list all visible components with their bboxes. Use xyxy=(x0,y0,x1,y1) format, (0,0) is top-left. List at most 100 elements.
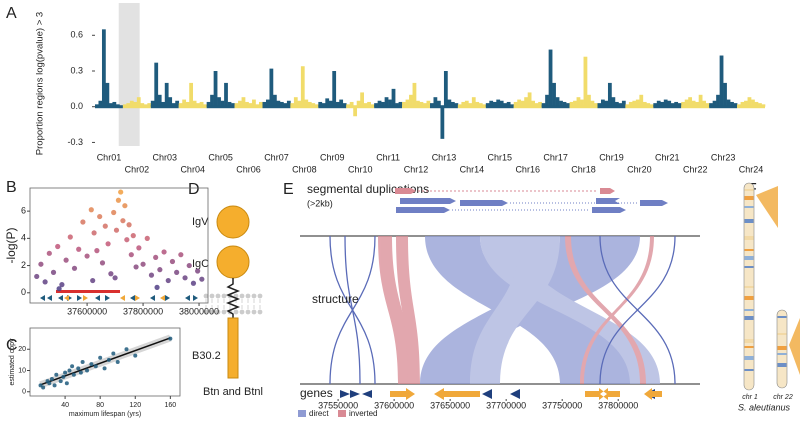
chrom-band xyxy=(744,219,754,223)
point xyxy=(169,258,176,265)
bar xyxy=(576,97,581,107)
bar xyxy=(632,100,637,107)
point xyxy=(178,252,184,258)
bar xyxy=(105,82,110,107)
chrom-band xyxy=(777,353,787,355)
bar xyxy=(541,103,546,107)
bar xyxy=(499,100,504,107)
bar xyxy=(744,100,748,107)
y-tick-label: 10 xyxy=(18,367,26,374)
bar xyxy=(719,55,724,107)
bar xyxy=(621,100,626,107)
legend-swatch xyxy=(298,410,306,417)
bar xyxy=(224,82,228,107)
chrom-band xyxy=(777,346,787,350)
bar xyxy=(534,103,539,107)
bar xyxy=(328,100,333,107)
bar xyxy=(573,100,577,107)
bar xyxy=(293,97,298,107)
bar xyxy=(178,103,183,107)
bar xyxy=(611,97,616,107)
legend-label: inverted xyxy=(349,409,377,418)
point xyxy=(153,254,159,261)
segmental-duplications xyxy=(395,188,668,213)
bar xyxy=(129,100,134,107)
lipid-head xyxy=(251,309,257,315)
bar xyxy=(545,94,549,107)
y-tick-label: 20 xyxy=(18,346,26,353)
lipid-head xyxy=(203,309,209,315)
x-tick-label: Chr14 xyxy=(460,164,485,174)
point xyxy=(186,262,192,269)
bar xyxy=(398,101,403,107)
bar xyxy=(262,101,267,107)
bar xyxy=(440,106,445,139)
point xyxy=(80,219,86,225)
x-tick-label: Chr11 xyxy=(376,152,400,162)
bar xyxy=(604,100,609,107)
point xyxy=(120,218,126,224)
bar xyxy=(279,101,284,107)
bar xyxy=(311,103,316,107)
x-tick-label: Chr13 xyxy=(432,152,457,162)
chrom-label: chr 22 xyxy=(773,394,793,401)
baseline-segment xyxy=(597,105,626,109)
point xyxy=(58,379,63,384)
point xyxy=(115,360,120,364)
bar xyxy=(349,101,354,107)
y-tick-label: 0 xyxy=(21,287,26,297)
chrom-band xyxy=(777,376,787,378)
point xyxy=(113,227,120,233)
baseline-segment xyxy=(709,105,738,109)
baseline-segment xyxy=(206,105,235,109)
chrom-band xyxy=(744,206,754,208)
point xyxy=(124,347,129,352)
bar xyxy=(231,103,235,107)
bar xyxy=(594,103,598,107)
point xyxy=(126,222,132,228)
bar xyxy=(217,97,221,107)
bar xyxy=(213,71,218,107)
chrom-band xyxy=(777,316,787,318)
bar xyxy=(436,100,441,107)
x-tick-label: 37700000 xyxy=(486,400,526,410)
point xyxy=(99,260,106,266)
bar xyxy=(583,56,588,107)
point xyxy=(91,230,97,236)
bar xyxy=(695,101,699,107)
bar xyxy=(112,101,117,107)
bar xyxy=(478,103,483,107)
bar xyxy=(716,94,720,107)
ribbon-direct xyxy=(470,236,560,384)
bar xyxy=(663,99,668,107)
lipid-head xyxy=(239,309,245,315)
bar xyxy=(245,101,249,107)
bar xyxy=(607,82,612,107)
chrom-band xyxy=(777,323,787,327)
point xyxy=(89,362,94,367)
bar xyxy=(733,103,738,107)
genes-e xyxy=(340,388,662,400)
point xyxy=(144,235,150,241)
structure-ribbons xyxy=(378,236,660,384)
bar xyxy=(524,97,529,107)
bar xyxy=(402,101,406,107)
lipid-head xyxy=(257,293,263,299)
highlight xyxy=(118,3,140,146)
bar xyxy=(283,103,288,107)
point xyxy=(56,286,62,292)
bar xyxy=(339,99,344,107)
bar xyxy=(674,101,679,107)
bar xyxy=(443,71,448,107)
ideograms xyxy=(743,182,788,391)
bar xyxy=(618,103,623,107)
bar xyxy=(98,100,103,107)
baseline-segment xyxy=(430,105,458,109)
bar xyxy=(126,103,131,107)
point xyxy=(54,372,59,377)
bar xyxy=(496,99,501,107)
bar xyxy=(430,103,434,107)
point xyxy=(133,353,138,358)
point xyxy=(133,264,139,270)
